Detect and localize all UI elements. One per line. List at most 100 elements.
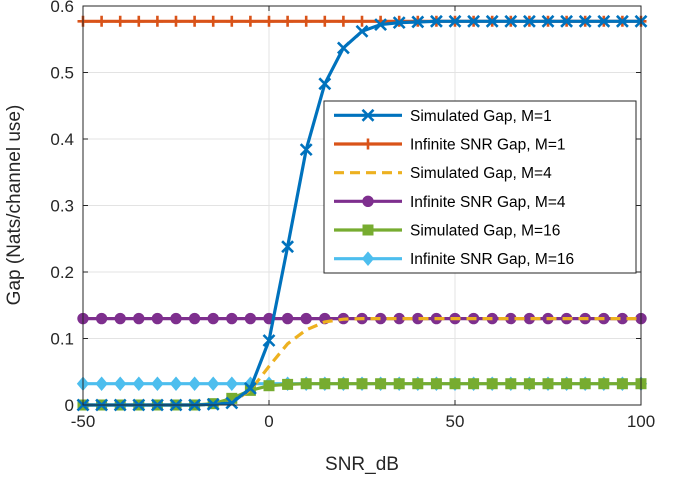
data-point — [96, 15, 108, 27]
x-axis-label: SNR_dB — [325, 454, 399, 475]
data-point — [263, 15, 275, 27]
data-point — [114, 376, 127, 391]
y-tick-label: 0 — [65, 396, 74, 415]
data-point — [523, 378, 535, 390]
data-point — [430, 378, 442, 390]
data-point — [188, 312, 201, 325]
data-point — [616, 378, 628, 390]
data-point — [151, 15, 163, 27]
data-point — [598, 378, 610, 390]
data-point — [541, 14, 555, 28]
data-point — [411, 15, 425, 29]
data-point — [392, 16, 406, 30]
data-point — [189, 15, 201, 27]
data-point — [188, 376, 201, 391]
data-point — [132, 376, 145, 391]
data-point — [579, 378, 591, 390]
data-point — [226, 15, 238, 27]
data-point — [578, 14, 592, 28]
legend-marker — [362, 195, 374, 208]
data-point — [151, 376, 164, 391]
data-point — [504, 14, 518, 28]
data-point — [560, 14, 574, 28]
data-point — [319, 15, 331, 27]
legend-item: Infinite SNR Gap, M=4 — [334, 194, 566, 211]
data-point — [542, 378, 554, 390]
y-tick-label: 0.1 — [50, 330, 74, 349]
y-tick-label: 0.6 — [50, 0, 74, 16]
data-point — [170, 15, 182, 27]
data-point — [170, 312, 182, 325]
legend-marker — [362, 224, 374, 236]
data-point — [114, 312, 126, 325]
data-point — [95, 312, 108, 325]
data-point — [206, 397, 220, 411]
y-tick-label: 0.3 — [50, 197, 74, 216]
data-point — [337, 15, 349, 27]
legend-label: Infinite SNR Gap, M=1 — [410, 137, 566, 154]
data-point — [263, 380, 275, 392]
data-point — [281, 240, 295, 254]
series-3 — [83, 317, 641, 407]
data-point — [133, 15, 145, 27]
legend-item: Infinite SNR Gap, M=16 — [334, 251, 574, 268]
legend-label: Simulated Gap, M=4 — [410, 165, 552, 182]
data-point — [262, 334, 276, 347]
data-point — [226, 312, 238, 325]
legend-marker — [361, 251, 375, 266]
legend-item: Simulated Gap, M=16 — [334, 223, 560, 240]
data-point — [561, 378, 573, 390]
legend-item: Simulated Gap, M=4 — [334, 165, 552, 182]
data-point — [485, 14, 499, 28]
x-tick-label: 0 — [264, 412, 273, 431]
legend: Simulated Gap, M=1 Infinite SNR Gap, M=1 S… — [323, 100, 637, 274]
data-point — [429, 14, 443, 28]
legend-label: Infinite SNR Gap, M=16 — [410, 251, 574, 268]
data-point — [243, 381, 257, 395]
data-point — [300, 312, 312, 325]
data-point — [374, 18, 388, 32]
data-point — [282, 378, 294, 390]
data-point — [114, 15, 126, 27]
legend-marker — [362, 138, 374, 150]
legend-item: Infinite SNR Gap, M=1 — [334, 137, 566, 154]
legend-label: Infinite SNR Gap, M=4 — [410, 194, 566, 211]
x-tick-label: 100 — [627, 412, 655, 431]
data-point — [449, 378, 461, 390]
data-point — [133, 312, 145, 325]
data-point — [282, 15, 294, 27]
data-point — [300, 15, 312, 27]
data-point — [337, 378, 349, 390]
data-point — [412, 378, 424, 390]
data-point — [244, 312, 257, 325]
data-point — [299, 143, 313, 157]
data-point — [318, 77, 332, 91]
data-point — [615, 14, 629, 28]
series-line — [83, 317, 641, 407]
data-point — [597, 14, 611, 28]
data-point — [300, 378, 312, 390]
y-tick-label: 0.2 — [50, 263, 74, 282]
data-point — [505, 378, 517, 390]
x-tick-label: -50 — [71, 412, 96, 431]
data-point — [356, 378, 368, 390]
data-point — [486, 378, 498, 390]
legend-box — [323, 100, 637, 274]
y-tick-label: 0.4 — [50, 130, 74, 149]
data-point — [468, 378, 480, 390]
data-point — [319, 378, 331, 390]
data-point — [393, 378, 405, 390]
data-point — [207, 312, 219, 325]
legend-label: Simulated Gap, M=16 — [410, 223, 560, 240]
data-point — [244, 15, 256, 27]
data-point — [467, 14, 481, 28]
legend-label: Simulated Gap, M=1 — [410, 108, 552, 125]
y-axis-label: Gap (Nats/channel use) — [4, 105, 25, 306]
data-point — [375, 378, 387, 390]
y-tick-label: 0.5 — [50, 64, 74, 83]
data-point — [225, 396, 239, 410]
legend-item: Simulated Gap, M=1 — [334, 108, 552, 125]
data-point — [522, 14, 536, 28]
